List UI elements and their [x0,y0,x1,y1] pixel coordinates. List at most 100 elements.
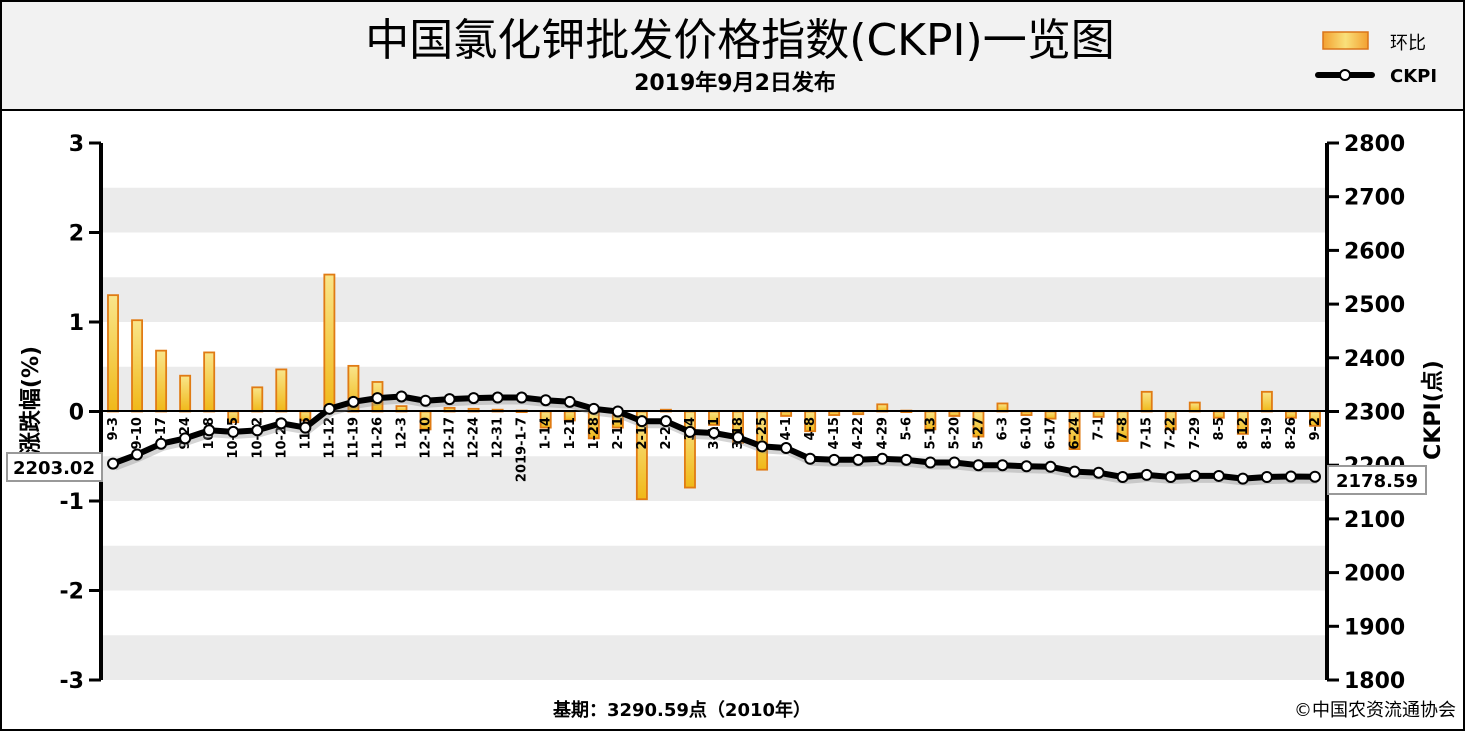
ckpi-point [996,459,1009,472]
right-tick-label: 1800 [1344,669,1405,694]
last-value-callout: 2178.59 [1327,465,1427,495]
bar [251,386,264,413]
ckpi-point [732,431,745,444]
x-tick-label: 1-21 [563,417,578,450]
x-tick-label: 7-15 [1140,417,1155,450]
right-axis-title: CKPI(点) [1420,360,1446,460]
bar [131,319,144,413]
grid-band [101,143,1327,188]
ckpi-point [1284,470,1297,483]
ckpi-point [347,395,360,408]
ckpi-point [131,448,144,461]
grid-band [101,322,1327,367]
grid-band [101,187,1327,233]
ckpi-point [1212,469,1225,482]
ckpi-point [155,437,168,450]
bar [1092,410,1105,418]
ckpi-point [275,417,288,430]
ckpi-point [563,395,576,408]
x-tick-label: 12-17 [443,417,458,459]
ckpi-point [924,456,937,469]
bar [275,368,288,413]
grid-band [101,232,1327,278]
first-value-box [6,452,103,482]
legend-bar-swatch [1322,31,1369,50]
x-tick-label: 6-17 [1044,417,1059,450]
ckpi-point [1260,471,1273,484]
right-tick-label: 2700 [1344,186,1405,211]
x-tick-label: 4-22 [851,417,866,450]
bar [1020,410,1033,416]
x-tick-label: 9-10 [130,417,145,450]
ckpi-point [587,402,600,415]
bar [1140,390,1153,413]
ckpi-point [443,393,456,406]
x-tick-label: 12-24 [467,417,482,459]
x-tick-label: 7-8 [1116,417,1131,441]
ckpi-point [804,452,817,465]
x-tick-label: 5-27 [971,417,986,450]
x-tick-label: 7-29 [1188,417,1203,450]
ckpi-point [1020,460,1033,473]
ckpi-point [1140,468,1153,481]
chart-title: 中国氯化钾批发价格指数(CKPI)一览图 [365,15,1114,66]
x-tick-label: 7-22 [1164,417,1179,450]
bar [107,294,119,413]
left-tick-label: 1 [69,311,84,336]
x-tick-label: 12-10 [419,417,434,459]
first-value-callout: 2203.02 [6,452,103,482]
ckpi-point [107,457,120,470]
x-tick-label: 11-12 [322,417,337,459]
bar [1260,390,1273,413]
grid-band [101,366,1327,412]
x-tick-label: 9-3 [106,417,121,441]
x-tick-label: 7-1 [1092,417,1107,441]
ckpi-point [683,425,696,438]
x-tick-label: 11-19 [346,417,361,459]
ckpi-point [611,405,624,418]
ckpi-point [852,453,865,466]
bar [948,410,961,417]
x-tick-label: 6-10 [1020,417,1035,450]
legend: 环比 CKPI [1315,31,1437,87]
ckpi-point [227,425,240,438]
ckpi-point [659,415,672,428]
header-band [0,0,1465,111]
legend-line-marker [1339,69,1351,81]
ckpi-point [828,453,841,466]
right-tick-label: 2400 [1344,347,1405,372]
ckpi-point [539,394,552,407]
grid-band [101,635,1327,680]
bar [1284,410,1297,419]
ckpi-point [780,442,793,455]
ckpi-point [1164,471,1177,484]
ckpi-point [1068,465,1081,478]
x-tick-label: 6-3 [995,417,1010,441]
base-period-note: 基期：3290.59点（2010年） [552,699,811,721]
ckpi-point [515,391,528,404]
x-tick-label: 6-24 [1068,417,1083,450]
x-tick-label: 9-2 [1308,417,1323,441]
ckpi-line-series [107,390,1321,486]
x-tick-label: 10-22 [250,417,265,459]
x-tick-label: 11-26 [370,417,385,459]
ckpi-point [491,391,504,404]
bar [155,349,168,413]
left-tick-label: 2 [69,222,84,247]
x-tick-label: 8-12 [1236,417,1251,450]
ckpi-point [635,415,648,428]
ckpi-point [756,440,769,453]
ckpi-point [1188,469,1201,482]
left-tick-label: 3 [69,132,84,157]
x-tick-label: 4-1 [779,417,794,441]
right-tick-label: 2800 [1344,132,1405,157]
ckpi-point [467,392,480,405]
x-tick-label: 4-29 [875,417,890,450]
ckpi-point [900,453,913,466]
grid-band [101,590,1327,636]
first-value-label: 2203.02 [13,458,95,479]
left-tick-label: -1 [60,490,84,515]
x-tick-label: 4-8 [803,417,818,441]
bar [780,410,793,417]
